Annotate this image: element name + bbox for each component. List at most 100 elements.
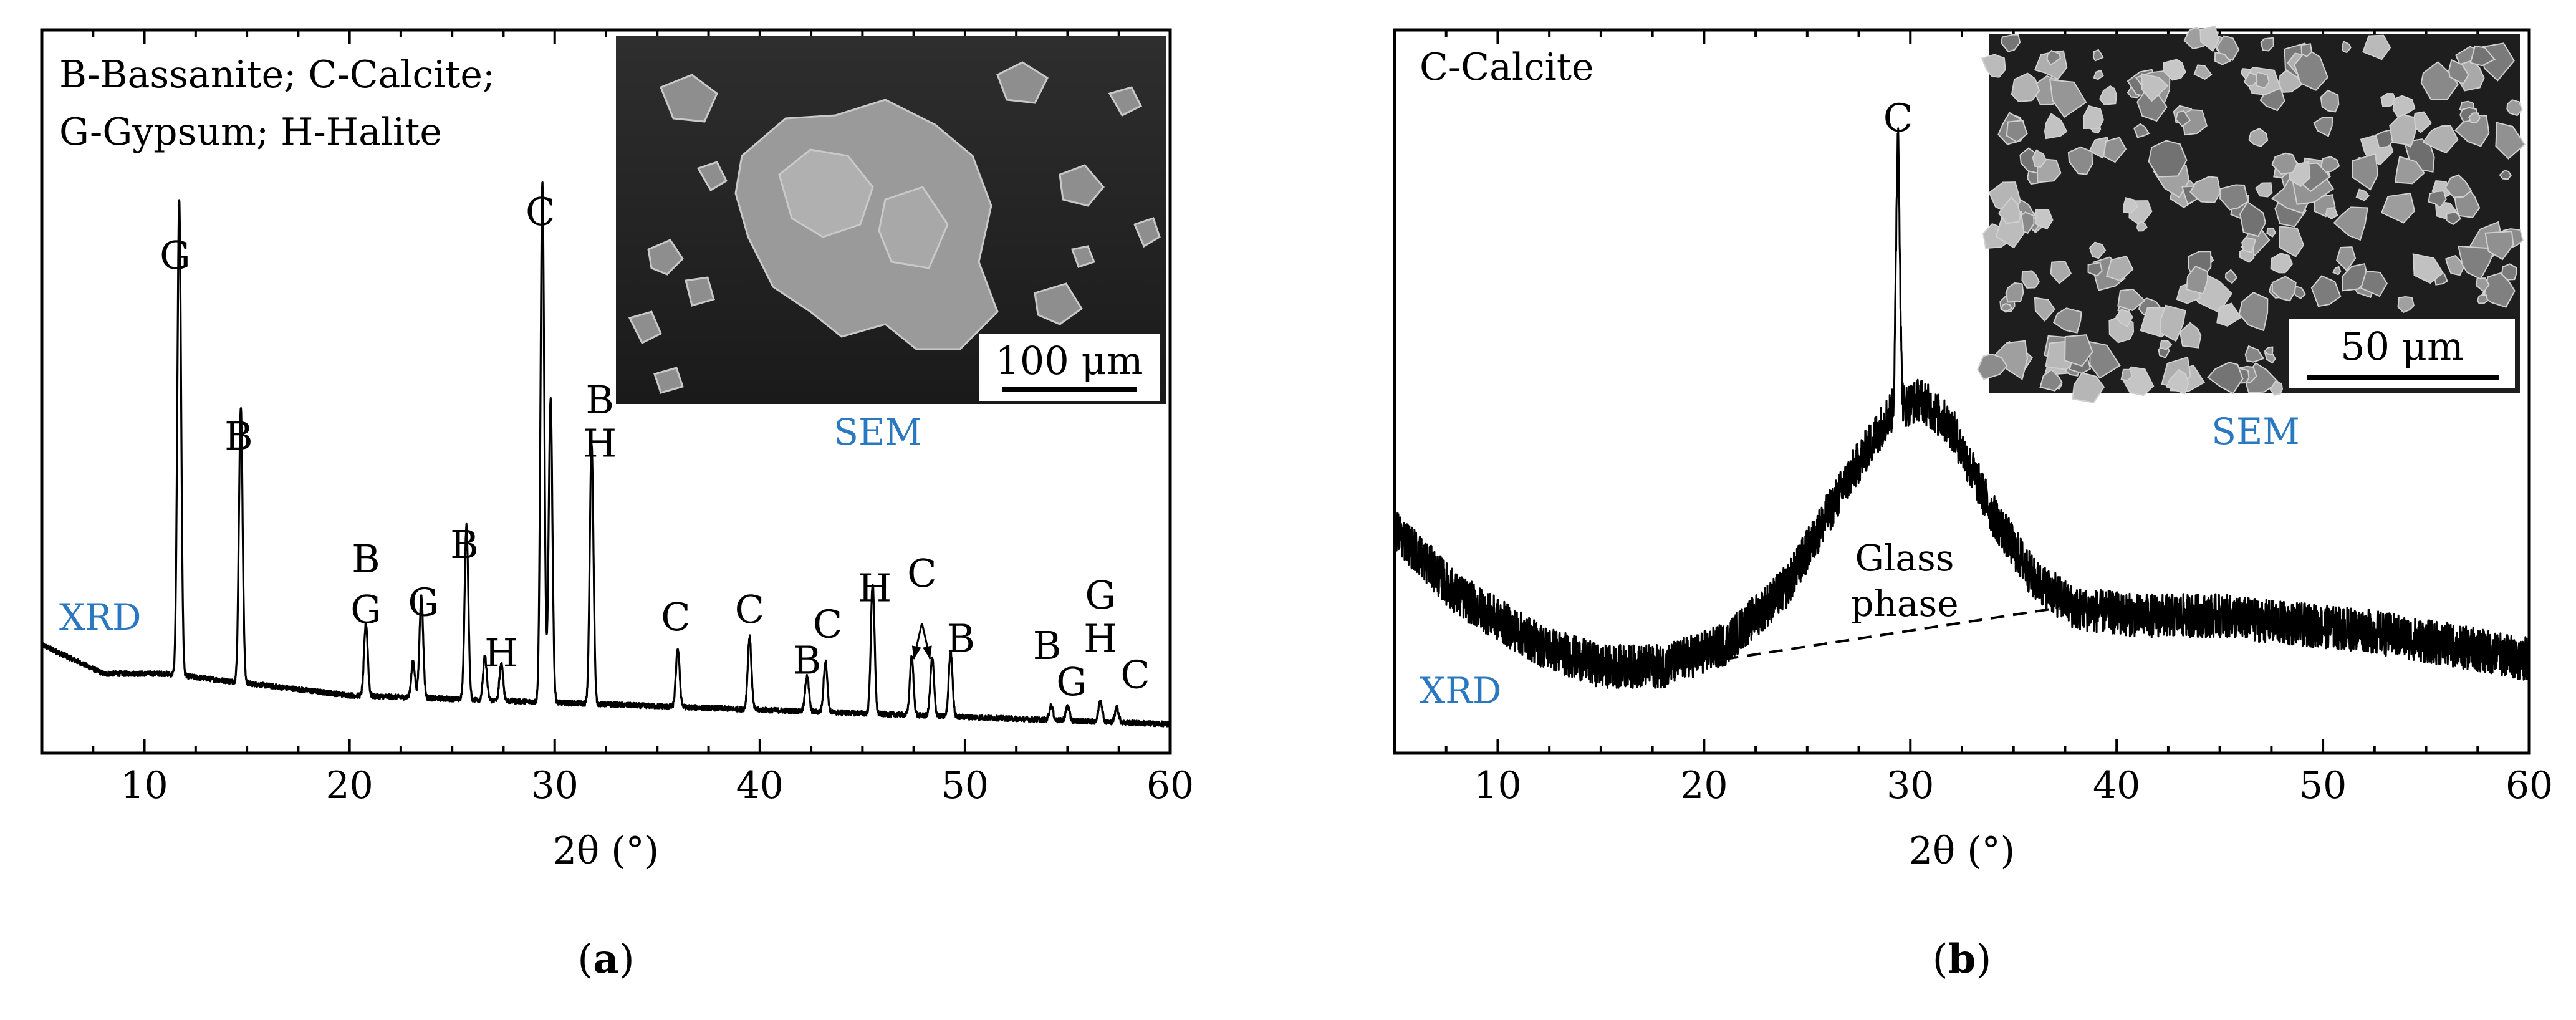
peak-label: H (583, 420, 617, 466)
peak-arrowhead (923, 645, 932, 660)
sem-particle (2175, 110, 2191, 127)
sem-particle (2360, 270, 2388, 297)
sem-particle (2320, 89, 2340, 113)
sem-particle (2103, 137, 2127, 163)
sem-particle (2294, 48, 2328, 91)
sem-particle (1977, 354, 2008, 380)
sem-particle (2165, 368, 2189, 395)
x-axis-ticks-b (1393, 30, 2530, 753)
sem-particle (2034, 297, 2056, 322)
scale-bar-label-b: 50 μm (2340, 324, 2464, 369)
sem-particle (2448, 59, 2469, 85)
x-tick-label: 10 (1474, 764, 1521, 807)
peak-label: B (224, 413, 253, 459)
sem-particle (2133, 123, 2150, 138)
sem-particle (2160, 304, 2186, 342)
sem-particle (2325, 207, 2338, 219)
sem-particle (2035, 208, 2054, 230)
sem-particle (2355, 188, 2370, 201)
sem-particle (2446, 211, 2462, 226)
sem-particle (2499, 170, 2512, 180)
sem-particle (2120, 368, 2133, 382)
x-axis-tick-labels-b: 10 20 30 40 50 60 (1474, 764, 2553, 807)
sem-particle (2193, 64, 2213, 80)
peak-label: B (352, 536, 380, 582)
sem-particle (2444, 254, 2465, 276)
panel-b: 10 20 30 40 50 60 C C-Calcite 50 μm SEM XRD G… (1393, 25, 2553, 983)
sem-particle (1981, 54, 2006, 78)
sem-inset-a: 100 μm (616, 36, 1166, 404)
xrd-trace-a (41, 181, 1171, 728)
sem-particle (2046, 49, 2061, 66)
sem-particle (2207, 362, 2244, 395)
sem-particle (2006, 120, 2028, 143)
sem-particle (2072, 372, 2105, 403)
peak-label: C (526, 189, 555, 234)
peak-labels-b: C (1883, 95, 1913, 140)
sem-particle (2313, 117, 2333, 137)
peak-label: C (735, 587, 764, 632)
sem-particles-a (628, 61, 1161, 397)
sem-particle (2088, 241, 2107, 259)
sem-particle (2501, 263, 2517, 281)
x-tick-label: 50 (2299, 764, 2347, 807)
sem-particle (2300, 43, 2313, 58)
sem-particle (2123, 197, 2138, 214)
sem-particle (2495, 122, 2526, 160)
sem-particle (2064, 334, 2093, 367)
sem-particle (2420, 60, 2459, 100)
sem-inset-b: 50 μm (1977, 25, 2526, 403)
sem-particle (2266, 227, 2277, 238)
sem-particle (2476, 277, 2490, 293)
peak-label: G (1085, 572, 1116, 618)
peak-label: G (1056, 659, 1087, 705)
peak-label: B (1033, 623, 1062, 668)
sem-particle (2050, 261, 2072, 284)
sem-particle (2243, 72, 2258, 87)
sem-particle (2362, 34, 2391, 60)
sem-label-a: SEM (834, 411, 921, 453)
sem-particle (2136, 91, 2168, 122)
sem-particle (2005, 282, 2024, 303)
peak-label: B (450, 522, 479, 567)
sem-particle (2352, 153, 2379, 191)
sem-particle (2214, 51, 2231, 65)
sem-particle (2333, 206, 2368, 241)
sem-particle (2140, 73, 2169, 102)
sem-particle (2092, 49, 2104, 62)
sem-particle (2136, 221, 2148, 232)
xrd-label-a: XRD (59, 596, 141, 638)
sem-particle (2001, 34, 2021, 52)
sem-particle (2099, 85, 2117, 105)
sem-particle (2279, 226, 2305, 257)
legend-line-2-a: G-Gypsum; H-Halite (59, 110, 442, 154)
legend-line-1-a: B-Bassanite; C-Calcite; (59, 53, 495, 97)
sem-particle (2444, 174, 2473, 198)
sem-particle (2264, 352, 2276, 364)
x-tick-label: 60 (2506, 764, 2553, 807)
peak-label: G (408, 580, 439, 625)
sem-particle (2332, 266, 2342, 276)
peak-label: C (907, 551, 936, 596)
sem-particle (2199, 25, 2220, 52)
sem-particle (2021, 270, 2040, 289)
x-tick-label: 40 (2093, 764, 2140, 807)
x-axis-label-b: 2θ (°) (1909, 829, 2015, 873)
xrd-label-b: XRD (1420, 670, 1501, 712)
panel-label-a: (a) (577, 936, 634, 983)
sem-particle (2117, 288, 2146, 312)
sem-particle (2310, 275, 2342, 307)
sem-particle (2241, 236, 2256, 253)
x-tick-label: 10 (120, 764, 168, 807)
sem-particle (2380, 92, 2396, 107)
glass-phase-baseline (1724, 607, 2055, 661)
sem-particle (2159, 340, 2173, 350)
glass-phase-annotation-line-1: Glass (1855, 537, 1954, 579)
sem-particle (2271, 152, 2298, 175)
sem-particle (2087, 261, 2103, 277)
sem-particle (2341, 40, 2352, 54)
sem-particle (2397, 296, 2415, 314)
